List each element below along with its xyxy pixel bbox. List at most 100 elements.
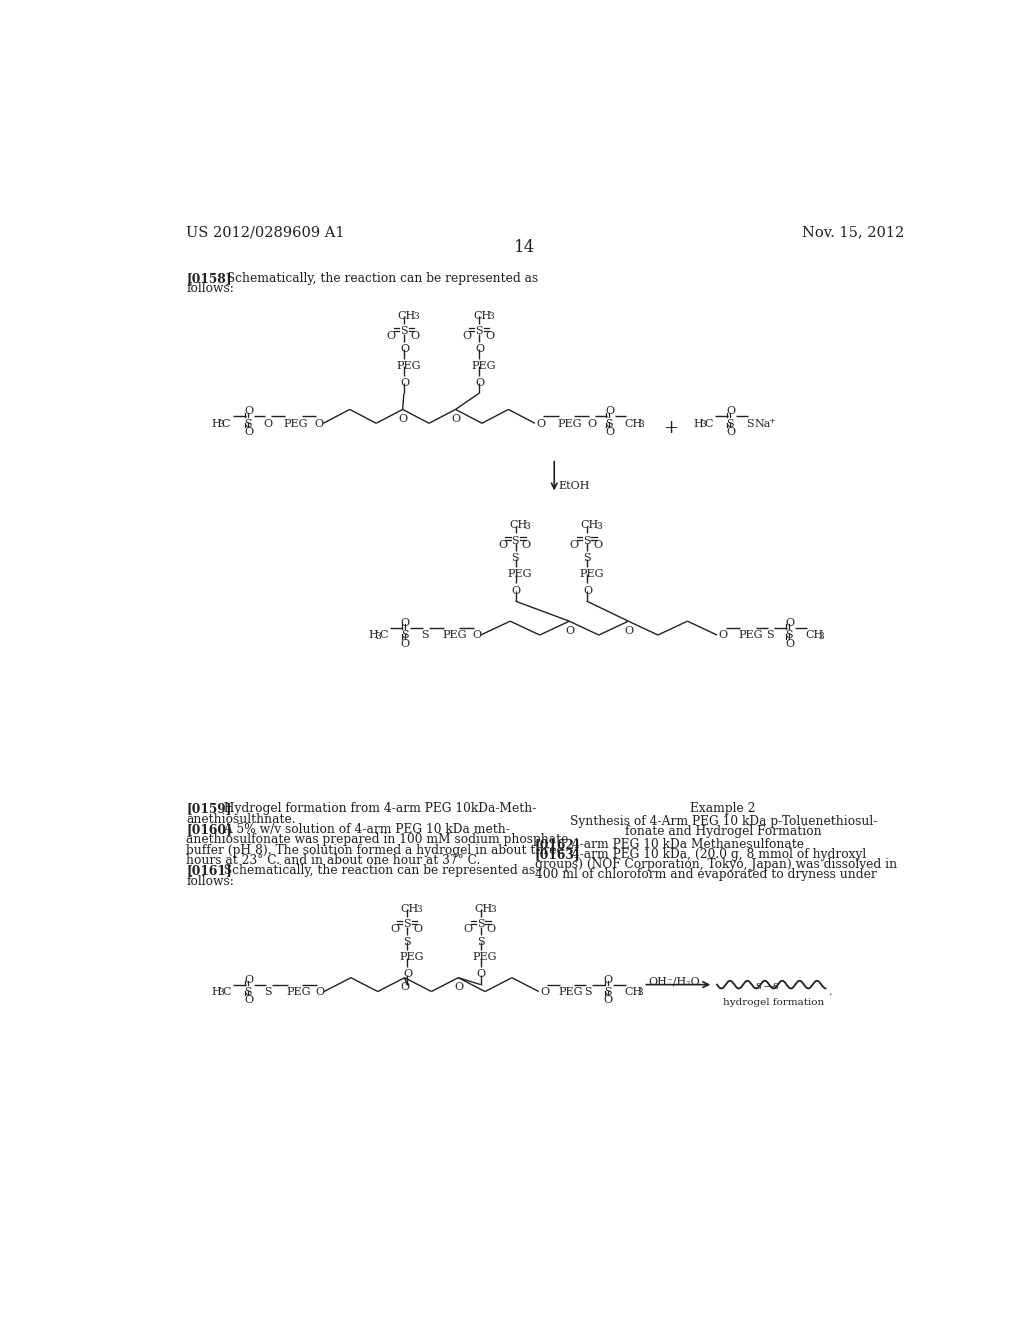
Text: O: O bbox=[541, 987, 550, 997]
Text: anethiosulfonate was prepared in 100 mM sodium phosphate: anethiosulfonate was prepared in 100 mM … bbox=[186, 833, 568, 846]
Text: PEG: PEG bbox=[286, 987, 310, 997]
Text: O: O bbox=[398, 414, 408, 424]
Text: [0160]: [0160] bbox=[186, 822, 231, 836]
Text: C: C bbox=[705, 418, 713, 429]
Text: 3: 3 bbox=[524, 521, 530, 531]
Text: PEG: PEG bbox=[579, 569, 603, 578]
Text: CH: CH bbox=[474, 904, 493, 913]
Text: A 5% w/v solution of 4-arm PEG 10 kDa meth-: A 5% w/v solution of 4-arm PEG 10 kDa me… bbox=[216, 822, 510, 836]
Text: hydrogel formation: hydrogel formation bbox=[723, 998, 824, 1007]
Text: O: O bbox=[400, 982, 410, 993]
Text: CH: CH bbox=[581, 520, 599, 531]
Text: S: S bbox=[512, 553, 519, 564]
Text: O: O bbox=[726, 428, 735, 437]
Text: O: O bbox=[625, 626, 634, 636]
Text: PEG: PEG bbox=[442, 631, 467, 640]
Text: PEG: PEG bbox=[396, 360, 421, 371]
Text: H: H bbox=[211, 418, 221, 429]
Text: 3: 3 bbox=[596, 521, 602, 531]
Text: Na: Na bbox=[755, 418, 771, 429]
Text: 3: 3 bbox=[414, 313, 419, 321]
Text: H: H bbox=[212, 987, 221, 997]
Text: O: O bbox=[403, 969, 413, 979]
Text: O: O bbox=[455, 982, 464, 993]
Text: O: O bbox=[485, 331, 495, 341]
Text: S: S bbox=[475, 326, 483, 337]
Text: O: O bbox=[569, 540, 579, 550]
Text: O: O bbox=[604, 995, 613, 1006]
Text: [0162]: [0162] bbox=[535, 838, 581, 851]
Text: S: S bbox=[421, 631, 429, 640]
Text: 3: 3 bbox=[488, 313, 494, 321]
Text: S: S bbox=[746, 418, 754, 429]
Text: O: O bbox=[726, 407, 735, 416]
Text: O: O bbox=[719, 631, 728, 640]
Text: S: S bbox=[477, 937, 484, 946]
Text: O: O bbox=[472, 631, 481, 640]
Text: O: O bbox=[512, 586, 521, 595]
Text: O: O bbox=[462, 331, 471, 341]
Text: O: O bbox=[477, 969, 485, 979]
Text: follows:: follows: bbox=[186, 282, 234, 296]
Text: O: O bbox=[263, 418, 272, 429]
Text: S: S bbox=[477, 919, 484, 929]
Text: O: O bbox=[410, 331, 419, 341]
Text: s: s bbox=[756, 981, 762, 991]
Text: US 2012/0289609 A1: US 2012/0289609 A1 bbox=[186, 226, 345, 239]
Text: S: S bbox=[604, 987, 611, 997]
Text: PEG: PEG bbox=[471, 360, 496, 371]
Text: S: S bbox=[585, 987, 592, 997]
Text: +: + bbox=[663, 418, 678, 437]
Text: Schematically, the reaction can be represented as: Schematically, the reaction can be repre… bbox=[216, 865, 535, 878]
Text: O: O bbox=[400, 618, 410, 628]
Text: buffer (pH 8). The solution formed a hydrogel in about three: buffer (pH 8). The solution formed a hyd… bbox=[186, 843, 564, 857]
Text: O: O bbox=[475, 345, 484, 354]
Text: fonate and Hydrogel Formation: fonate and Hydrogel Formation bbox=[625, 825, 821, 838]
Text: S: S bbox=[605, 418, 613, 429]
Text: 3: 3 bbox=[638, 420, 643, 429]
Text: Schematically, the reaction can be represented as: Schematically, the reaction can be repre… bbox=[219, 272, 539, 285]
Text: [0163]: [0163] bbox=[535, 849, 581, 862]
Text: 3: 3 bbox=[219, 989, 224, 998]
Text: S: S bbox=[583, 536, 591, 545]
Text: OH⁻/H₂O: OH⁻/H₂O bbox=[649, 977, 700, 987]
Text: 3: 3 bbox=[700, 420, 707, 429]
Text: CH: CH bbox=[509, 520, 527, 531]
Text: CH: CH bbox=[625, 418, 643, 429]
Text: O: O bbox=[245, 407, 253, 416]
Text: PEG: PEG bbox=[559, 987, 584, 997]
Text: CH: CH bbox=[624, 987, 642, 997]
Text: CH: CH bbox=[473, 312, 492, 321]
Text: [0161]: [0161] bbox=[186, 865, 231, 878]
Text: 3: 3 bbox=[818, 632, 824, 642]
Text: PEG: PEG bbox=[557, 418, 582, 429]
Text: O: O bbox=[314, 418, 324, 429]
Text: O: O bbox=[400, 378, 410, 388]
Text: 4-arm PEG 10 kDa Methanesulfonate: 4-arm PEG 10 kDa Methanesulfonate bbox=[564, 838, 804, 851]
Text: S: S bbox=[785, 631, 793, 640]
Text: O: O bbox=[315, 987, 325, 997]
Text: groups) (NOF Corporation, Tokyo, Japan) was dissolved in: groups) (NOF Corporation, Tokyo, Japan) … bbox=[535, 858, 897, 871]
Text: 400 ml of chloroform and evaporated to dryness under: 400 ml of chloroform and evaporated to d… bbox=[535, 869, 877, 882]
Text: S: S bbox=[583, 553, 591, 564]
Text: O: O bbox=[785, 639, 795, 649]
Text: S: S bbox=[400, 326, 408, 337]
Text: O: O bbox=[583, 586, 592, 595]
Text: O: O bbox=[588, 418, 597, 429]
Text: [0159]: [0159] bbox=[186, 803, 231, 816]
Text: H: H bbox=[693, 418, 703, 429]
Text: O: O bbox=[521, 540, 530, 550]
Text: O: O bbox=[604, 974, 613, 985]
Text: 3: 3 bbox=[375, 632, 381, 642]
Text: [0158]: [0158] bbox=[186, 272, 231, 285]
Text: C: C bbox=[379, 631, 388, 640]
Text: O: O bbox=[565, 626, 574, 636]
Text: 3: 3 bbox=[417, 906, 422, 915]
Text: CH: CH bbox=[400, 904, 419, 913]
Text: O: O bbox=[464, 924, 473, 933]
Text: O: O bbox=[593, 540, 602, 550]
Text: CH: CH bbox=[397, 312, 416, 321]
Text: anethiosulthnate.: anethiosulthnate. bbox=[186, 813, 296, 825]
Text: .: . bbox=[829, 987, 833, 997]
Text: hours at 23° C. and in about one hour at 37° C.: hours at 23° C. and in about one hour at… bbox=[186, 854, 480, 867]
